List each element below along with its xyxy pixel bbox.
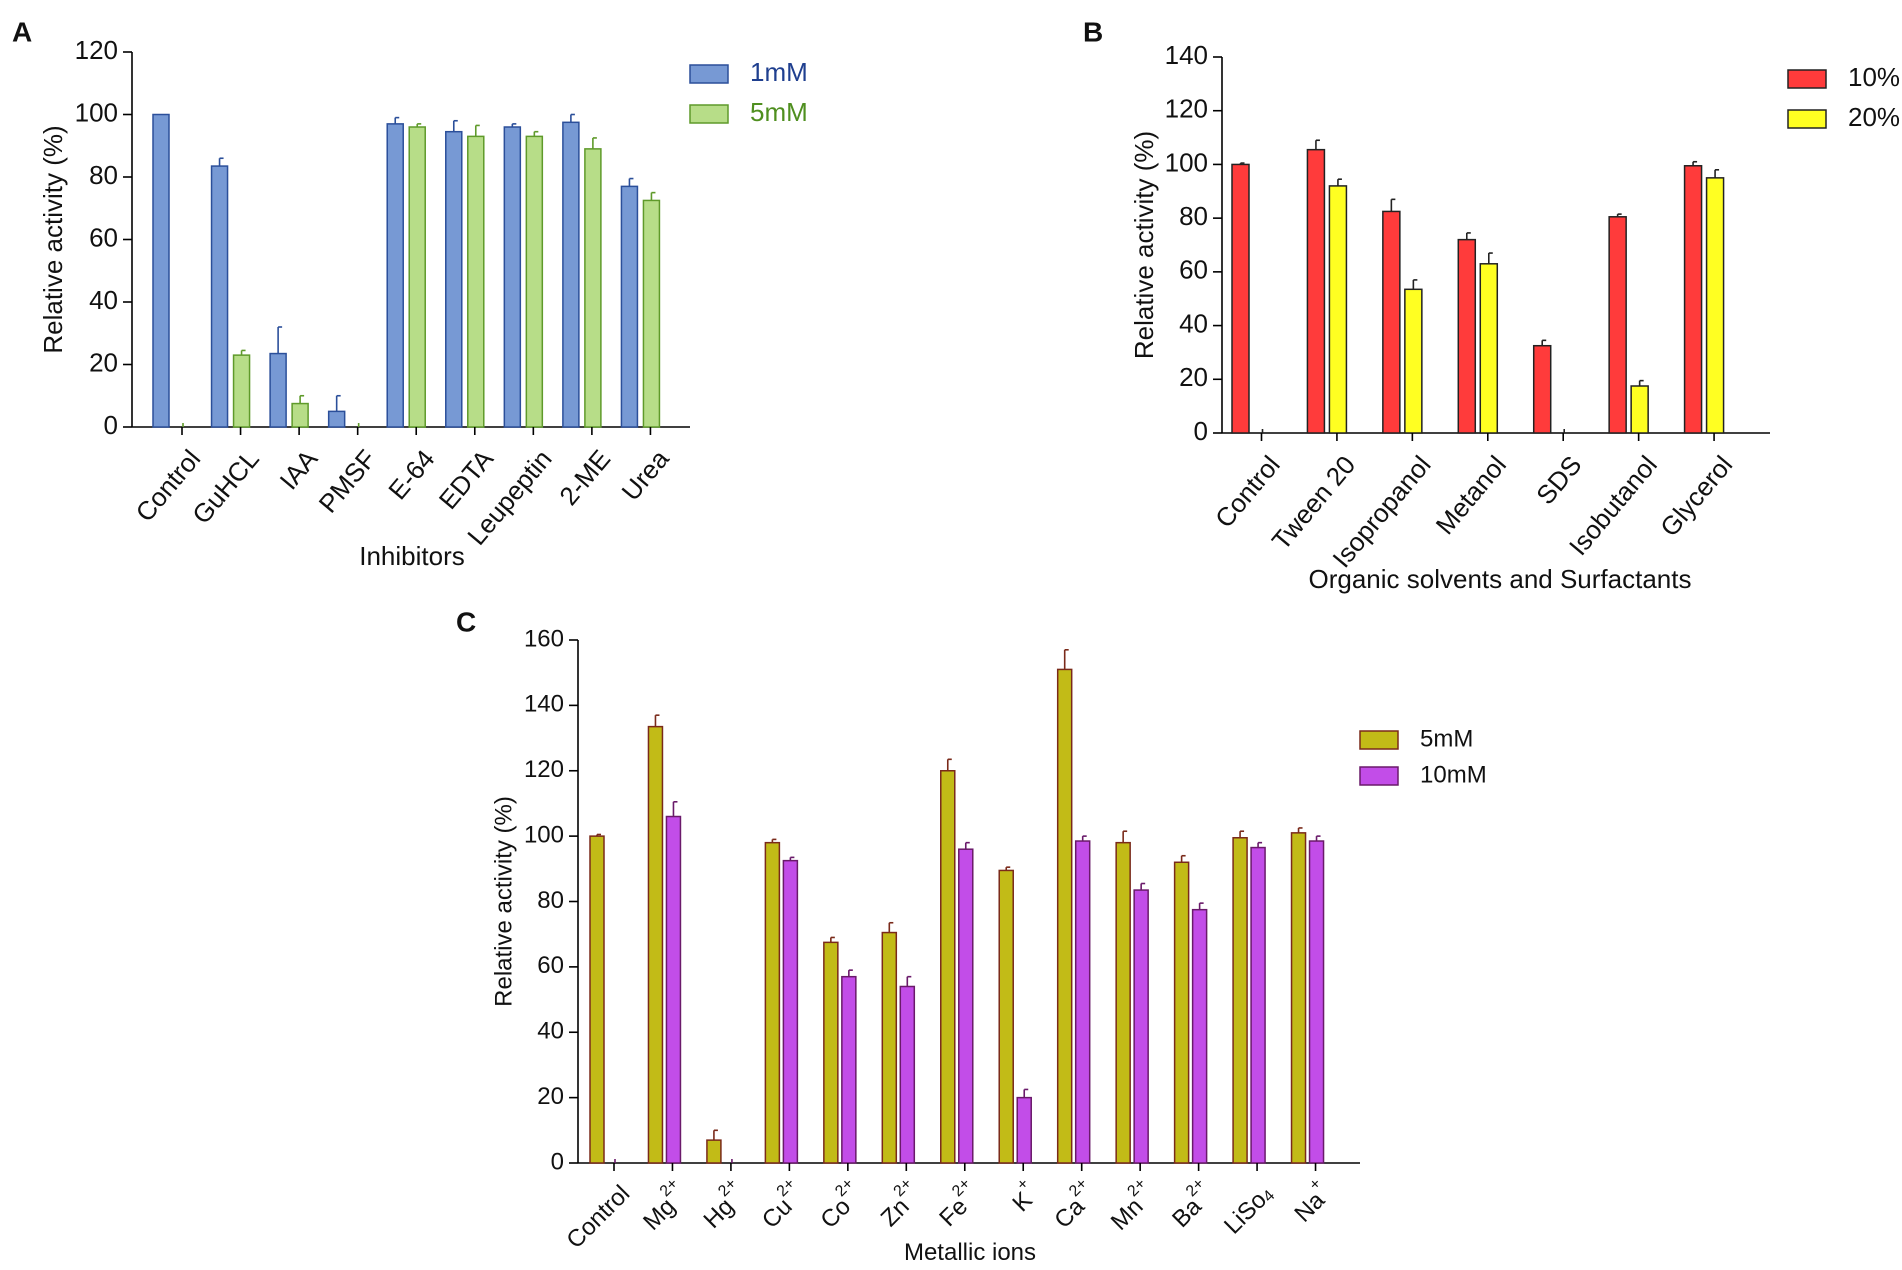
y-tick-label: 100 [1165,147,1208,177]
x-axis-label: Metallic ions [904,1239,1036,1266]
bar-1mm [445,130,463,428]
bar-5mm [589,835,605,1164]
bar-10mm [1016,1096,1032,1164]
bar-10mm [958,848,974,1164]
bar-10mm [1074,840,1091,1164]
bar-10mm [899,985,916,1164]
legend-label: 10mM [1420,761,1487,788]
bar-20pct [1705,177,1725,434]
legend-label: 1mM [750,57,808,87]
bar-5mm [1173,861,1190,1164]
x-axis-label: Inhibitors [359,541,465,571]
y-tick-label: 100 [524,821,564,848]
bar-5mm [642,199,661,428]
legend-swatch [689,64,729,84]
y-tick-label: 60 [537,952,564,979]
bar-5mm [764,841,781,1164]
bar-10pct [1382,210,1401,434]
bar-5mm [823,941,839,1164]
y-tick-label: 40 [537,1018,564,1045]
bar-10pct [1608,216,1627,434]
legend-swatch [1787,109,1827,129]
bar-10mm [1133,889,1149,1164]
bar-5mm [232,354,251,428]
x-axis-label: Organic solvents and Surfactants [1309,564,1692,594]
y-tick-label: 20 [89,347,118,377]
y-axis-label: Relative activity (%) [38,125,68,353]
panel-label: C [456,606,476,637]
y-tick-label: 80 [89,160,118,190]
bar-5mm [291,402,309,428]
y-tick-label: 120 [524,756,564,783]
bar-5mm [1290,832,1307,1164]
y-tick-label: 0 [1194,416,1208,446]
y-tick-label: 20 [537,1083,564,1110]
y-tick-label: 80 [537,887,564,914]
legend-swatch [1787,69,1827,89]
y-tick-label: 100 [75,97,118,127]
bar-10mm [1191,908,1208,1164]
bar-1mm [152,113,170,428]
y-tick-label: 120 [1165,94,1208,124]
bar-10pct [1306,148,1326,434]
y-axis-label: Relative activity (%) [490,796,517,1007]
chart-panel-c: C 0 20 40 60 80 100 120 140 160 Relative activity … [456,606,1487,1266]
bar-20pct [1328,185,1348,434]
panel-label: B [1083,16,1103,47]
bar-10mm [665,815,682,1164]
bar-10mm [1250,846,1266,1164]
legend-label: 10% [1848,62,1900,92]
legend-swatch [1359,730,1399,750]
y-tick-label: 160 [524,625,564,652]
legend-label: 20% [1848,102,1900,132]
bar-5mm [998,869,1014,1164]
bar-1mm [386,123,404,428]
y-tick-label: 140 [1165,40,1208,70]
bar-5mm [1232,837,1248,1164]
y-tick-label: 60 [1179,255,1208,285]
y-axis-label: Relative activity (%) [1129,131,1159,359]
bar-20pct [1479,263,1499,434]
bar-5mm [940,770,956,1164]
y-tick-label: 0 [104,410,118,440]
legend-swatch [1359,766,1399,786]
bar-10pct [1457,238,1477,434]
bar-10pct [1532,344,1552,434]
bar-5mm [525,135,544,428]
bar-10mm [782,859,799,1164]
legend-label: 5mM [1420,725,1473,752]
y-tick-label: 40 [89,285,118,315]
bar-1mm [210,165,229,428]
bar-10mm [1308,840,1325,1164]
y-tick-label: 20 [1179,362,1208,392]
y-tick-label: 60 [89,222,118,252]
y-tick-label: 80 [1179,201,1208,231]
bar-5mm [1115,841,1131,1164]
bar-5mm [408,126,426,428]
legend-label: 5mM [750,97,808,127]
bar-1mm [503,126,522,428]
bar-20pct [1404,288,1423,434]
bar-5mm [1056,668,1073,1164]
bar-5mm [647,725,664,1164]
bar-5mm [881,931,898,1164]
bar-5mm [584,148,602,428]
bar-1mm [327,410,346,428]
y-tick-label: 40 [1179,308,1208,338]
panel-label: A [12,16,32,47]
bar-10pct [1231,163,1250,434]
bar-1mm [562,121,580,428]
bar-1mm [620,185,639,428]
bar-20pct [1630,385,1649,434]
bar-5mm [706,1139,722,1164]
y-tick-label: 120 [75,35,118,65]
bar-5mm [467,135,485,428]
y-tick-label: 140 [524,691,564,718]
y-tick-label: 0 [551,1148,564,1175]
bar-10mm [841,975,857,1164]
legend-swatch [689,104,729,124]
bar-10pct [1683,165,1703,434]
bar-1mm [269,352,287,428]
